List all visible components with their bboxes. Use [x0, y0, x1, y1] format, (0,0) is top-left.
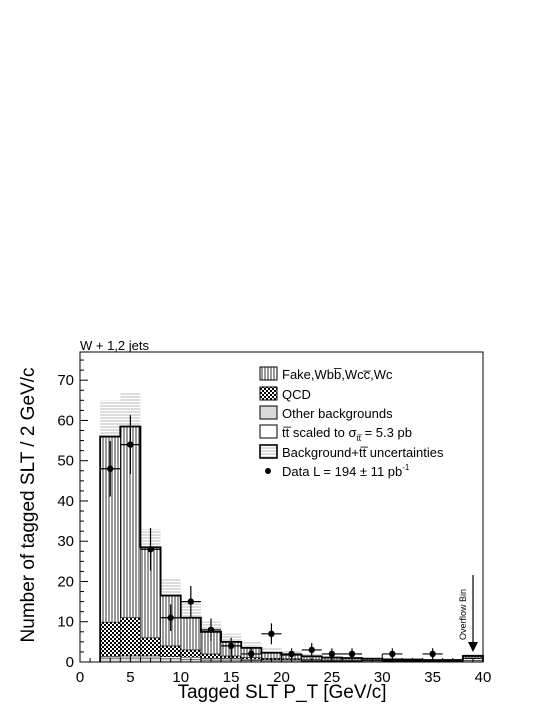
data-point [167, 614, 174, 621]
y-tick-label: 40 [57, 493, 74, 510]
x-tick-label: 25 [324, 669, 341, 686]
overflow-annotation: Overflow Bin [458, 575, 478, 652]
y-tick-label: 50 [57, 453, 74, 470]
x-tick-label: 10 [172, 669, 189, 686]
legend-label-data: Data L = 194 ± 11 pb-1 [282, 463, 410, 479]
x-tick-label: 40 [475, 669, 492, 686]
bar-segment [200, 653, 222, 659]
legend-symbol-ttbar [259, 424, 278, 439]
bar-segment [140, 637, 161, 657]
bar-segment [99, 621, 121, 657]
legend: Fake,Wbb̅,Wcc̅,Wc QCD Other backgrounds … [259, 366, 444, 479]
overflow-bin-label: Overflow Bin [458, 589, 468, 640]
legend-symbol-qcd [259, 386, 278, 401]
data-point [308, 646, 315, 654]
x-tick-label: 35 [424, 669, 441, 686]
legend-data-sup: -1 [402, 463, 410, 472]
data-point [147, 546, 154, 553]
data-point [207, 626, 215, 633]
bar-segment [120, 617, 141, 657]
legend-label-other: Other backgrounds [282, 406, 393, 421]
data-point [107, 465, 114, 472]
y-axis-label: Number of tagged SLT / 2 GeV/c [18, 368, 39, 643]
bar-segment [180, 617, 202, 651]
x-tick-label: 15 [223, 669, 240, 686]
y-tick-label: 60 [57, 412, 74, 429]
legend-symbol-other [259, 405, 278, 420]
data-point [389, 650, 396, 658]
legend-label-qcd: QCD [282, 387, 311, 402]
bar-segment [140, 655, 161, 659]
legend-symbol-unc [259, 444, 278, 459]
legend-label-fake: Fake,Wbb̅,Wcc̅,Wc [282, 367, 393, 382]
legend-label-ttbar: tt̅ scaled to σtt̅ = 5.3 pb [282, 425, 412, 443]
data-point [248, 650, 255, 658]
bar-segment [160, 645, 182, 658]
legend-symbol-fake [259, 366, 278, 381]
y-tick-label: 20 [57, 573, 74, 590]
data-point [328, 650, 336, 658]
data-point [127, 441, 134, 448]
x-tick-label: 5 [126, 669, 134, 686]
legend-label-unc: Background+tt̅ uncertainties [282, 445, 444, 460]
y-axis-ticks: 0 10 20 30 40 50 60 70 [57, 359, 88, 671]
x-axis-label: Tagged SLT P_T [GeV/c] [177, 682, 386, 703]
y-tick-label: 10 [57, 614, 74, 631]
x-tick-label: 20 [273, 669, 290, 686]
x-tick-label: 30 [374, 669, 391, 686]
legend-data-main: Data L = 194 ± 11 pb [282, 464, 402, 479]
bar-segment [180, 649, 202, 658]
overflow-arrowhead [468, 642, 478, 652]
data-point [348, 650, 356, 658]
data-point [187, 598, 195, 605]
data-points-layer [100, 415, 443, 660]
data-point [227, 642, 235, 650]
y-tick-label: 30 [57, 533, 74, 550]
data-point [288, 650, 295, 658]
legend-ttbar-main: tt̅ scaled to σ [282, 425, 357, 440]
legend-ttbar-sub: tt̅ [357, 434, 363, 443]
x-axis-ticks: 0 5 10 15 20 25 30 35 40 [76, 654, 492, 686]
data-point [429, 650, 436, 658]
x-tick-label: 0 [76, 669, 84, 686]
legend-symbol-data [265, 468, 271, 474]
legend-ttbar-tail: = 5.3 pb [361, 425, 412, 440]
y-tick-label: 70 [57, 372, 74, 389]
chart-title: W + 1,2 jets [80, 338, 149, 353]
y-tick-label: 0 [66, 654, 74, 671]
data-point [268, 630, 275, 638]
